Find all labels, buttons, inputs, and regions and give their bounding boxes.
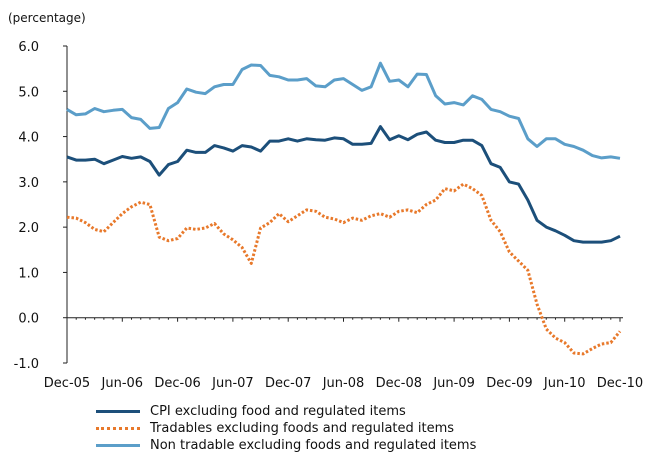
- legend-item-cpi: CPI excluding food and regulated items: [96, 403, 476, 420]
- x-tick-label: Dec-05: [44, 376, 90, 391]
- legend: CPI excluding food and regulated items T…: [96, 403, 476, 454]
- x-ticks: Dec-05 Jun-06 Dec-06 Jun-07 Dec-07 Jun-08 Dec-…: [44, 317, 643, 391]
- legend-swatch-non-tradable: [96, 444, 140, 447]
- x-tick-label: Jun-06: [101, 376, 144, 391]
- series-layer: [66, 61, 622, 356]
- y-ticks: 6.0 5.0 4.0 3.0 2.0 1.0 0.0 -1.0: [14, 40, 67, 372]
- legend-label-non-tradable: Non tradable excluding foods and regulat…: [150, 438, 477, 453]
- y-tick-label: 0.0: [18, 312, 39, 327]
- y-tick-label: -1.0: [14, 357, 39, 372]
- x-tick-label: Dec-08: [376, 376, 422, 391]
- x-tick-label: Dec-06: [154, 376, 200, 391]
- y-tick-label: 2.0: [18, 221, 39, 236]
- legend-label-tradables: Tradables excluding foods and regulated …: [150, 421, 455, 436]
- y-tick-label: 3.0: [18, 176, 39, 191]
- legend-label-cpi: CPI excluding food and regulated items: [150, 404, 406, 419]
- unit-label: (percentage): [8, 11, 86, 25]
- y-tick-label: 5.0: [18, 85, 39, 100]
- y-tick-label: 1.0: [18, 266, 39, 281]
- x-tick-label: Dec-10: [597, 376, 643, 391]
- y-tick-label: 4.0: [18, 131, 39, 146]
- legend-swatch-cpi: [96, 410, 140, 413]
- x-tick-label: Jun-10: [543, 376, 586, 391]
- legend-swatch-tradables: [96, 427, 140, 430]
- legend-item-non-tradable: Non tradable excluding foods and regulat…: [96, 437, 476, 454]
- x-tick-label: Dec-07: [265, 376, 311, 391]
- line-chart: (percentage) 6.0 5.0 4.0 3.0 2.0 1.0 0.0 -1.0 D…: [8, 11, 643, 391]
- x-tick-label: Jun-07: [211, 376, 254, 391]
- legend-item-tradables: Tradables excluding foods and regulated …: [96, 420, 476, 437]
- x-tick-label: Jun-09: [432, 376, 475, 391]
- x-tick-label: Jun-08: [322, 376, 365, 391]
- x-tick-label: Dec-09: [486, 376, 532, 391]
- axes: [66, 46, 623, 363]
- series-line-0: [66, 125, 621, 244]
- y-tick-label: 6.0: [18, 40, 39, 55]
- series-line-1: [66, 182, 622, 356]
- series-line-2: [66, 61, 621, 160]
